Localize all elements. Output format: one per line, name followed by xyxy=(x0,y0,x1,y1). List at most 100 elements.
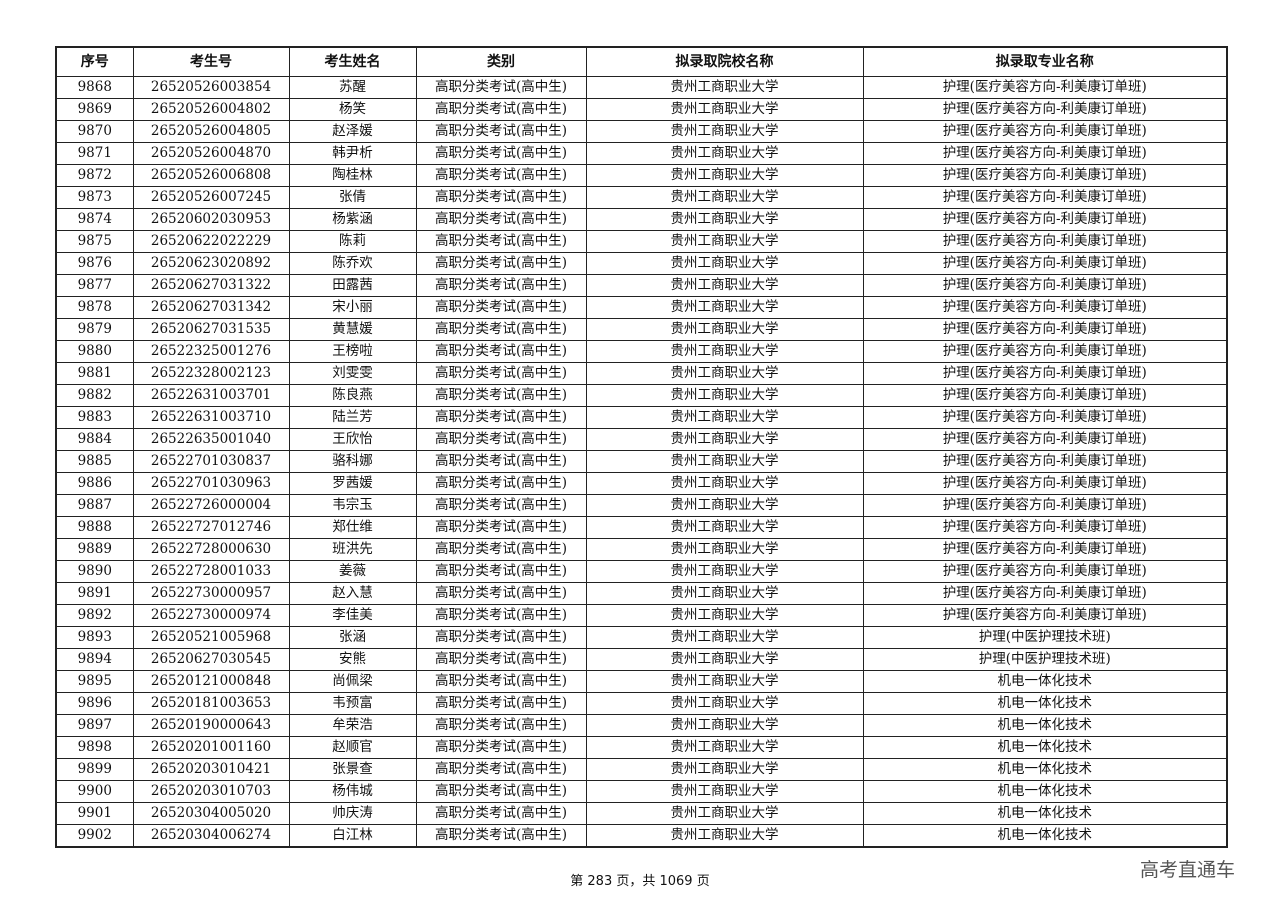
table-row: 9895 26520121000848 尚佩梁 高职分类考试(高中生) 贵州工商职业大学… xyxy=(55,670,1228,693)
cell-col-category: 高职分类考试(高中生) xyxy=(415,428,587,451)
cell-col-name: 白江林 xyxy=(288,824,417,848)
cell-col-index: 9874 xyxy=(55,208,134,231)
cell-col-school: 贵州工商职业大学 xyxy=(585,626,864,649)
cell-col-index: 9898 xyxy=(55,736,134,759)
cell-col-exam-id: 26520521005968 xyxy=(132,626,290,649)
cell-col-school: 贵州工商职业大学 xyxy=(585,252,864,275)
cell-col-school: 贵州工商职业大学 xyxy=(585,406,864,429)
table-row: 9883 26522631003710 陆兰芳 高职分类考试(高中生) 贵州工商职业大学… xyxy=(55,406,1228,429)
cell-col-exam-id: 26520526004802 xyxy=(132,98,290,121)
table-row: 9873 26520526007245 张倩 高职分类考试(高中生) 贵州工商职业大学护… xyxy=(55,186,1228,209)
cell-col-exam-id: 26522325001276 xyxy=(132,340,290,363)
cell-col-name: 黄慧媛 xyxy=(288,318,417,341)
cell-col-name: 陈乔欢 xyxy=(288,252,417,275)
cell-col-category: 高职分类考试(高中生) xyxy=(415,538,587,561)
cell-col-major: 护理(中医护理技术班) xyxy=(862,626,1228,649)
cell-col-name: 杨笑 xyxy=(288,98,417,121)
cell-col-name: 罗茜媛 xyxy=(288,472,417,495)
cell-col-index: 9877 xyxy=(55,274,134,297)
cell-col-major: 护理(医疗美容方向-利美康订单班) xyxy=(862,406,1228,429)
cell-col-category: 高职分类考试(高中生) xyxy=(415,164,587,187)
cell-col-major: 护理(医疗美容方向-利美康订单班) xyxy=(862,164,1228,187)
cell-col-school: 贵州工商职业大学 xyxy=(585,164,864,187)
cell-col-name: 郑仕维 xyxy=(288,516,417,539)
cell-col-category: 高职分类考试(高中生) xyxy=(415,362,587,385)
cell-col-name: 班洪先 xyxy=(288,538,417,561)
cell-col-school: 贵州工商职业大学 xyxy=(585,582,864,605)
cell-col-exam-id: 26522631003710 xyxy=(132,406,290,429)
cell-col-school: 贵州工商职业大学 xyxy=(585,120,864,143)
cell-col-name: 陈莉 xyxy=(288,230,417,253)
table-row: 9885 26522701030837 骆科娜 高职分类考试(高中生) 贵州工商职业大学… xyxy=(55,450,1228,473)
table-row: 9880 26522325001276 王榜啦 高职分类考试(高中生) 贵州工商职业大学… xyxy=(55,340,1228,363)
cell-col-major: 护理(医疗美容方向-利美康订单班) xyxy=(862,186,1228,209)
cell-col-category: 高职分类考试(高中生) xyxy=(415,802,587,825)
cell-col-category: 高职分类考试(高中生) xyxy=(415,76,587,99)
cell-col-category: 高职分类考试(高中生) xyxy=(415,340,587,363)
cell-col-index: 9892 xyxy=(55,604,134,627)
cell-col-category: 高职分类考试(高中生) xyxy=(415,208,587,231)
cell-col-index: 9902 xyxy=(55,824,134,848)
cell-col-category: 高职分类考试(高中生) xyxy=(415,516,587,539)
page-number: 第 283 页，共 1069 页 xyxy=(570,874,710,889)
table-header-row: 序号 考生号 考生姓名 类别 拟录取院校名称 拟录取专业名称 xyxy=(55,46,1228,77)
cell-col-major: 护理(医疗美容方向-利美康订单班) xyxy=(862,362,1228,385)
cell-col-name: 张倩 xyxy=(288,186,417,209)
cell-col-category: 高职分类考试(高中生) xyxy=(415,824,587,848)
table-row: 9899 26520203010421 张景查 高职分类考试(高中生) 贵州工商职业大学… xyxy=(55,758,1228,781)
cell-col-school: 贵州工商职业大学 xyxy=(585,802,864,825)
cell-col-school: 贵州工商职业大学 xyxy=(585,648,864,671)
cell-col-major: 护理(医疗美容方向-利美康订单班) xyxy=(862,340,1228,363)
cell-col-category: 高职分类考试(高中生) xyxy=(415,318,587,341)
cell-col-category: 高职分类考试(高中生) xyxy=(415,736,587,759)
cell-col-exam-id: 26522727012746 xyxy=(132,516,290,539)
cell-col-exam-id: 26520190000643 xyxy=(132,714,290,737)
header-col-major: 拟录取专业名称 xyxy=(862,46,1228,77)
cell-col-index: 9870 xyxy=(55,120,134,143)
table-row: 9882 26522631003701 陈良燕 高职分类考试(高中生) 贵州工商职业大学… xyxy=(55,384,1228,407)
cell-col-category: 高职分类考试(高中生) xyxy=(415,692,587,715)
cell-col-school: 贵州工商职业大学 xyxy=(585,472,864,495)
cell-col-exam-id: 26520203010703 xyxy=(132,780,290,803)
cell-col-index: 9869 xyxy=(55,98,134,121)
cell-col-exam-id: 26520526006808 xyxy=(132,164,290,187)
cell-col-index: 9884 xyxy=(55,428,134,451)
cell-col-school: 贵州工商职业大学 xyxy=(585,538,864,561)
cell-col-category: 高职分类考试(高中生) xyxy=(415,494,587,517)
table-row: 9881 26522328002123 刘雯雯 高职分类考试(高中生) 贵州工商职业大学… xyxy=(55,362,1228,385)
table-row: 9878 26520627031342 宋小丽 高职分类考试(高中生) 贵州工商职业大学… xyxy=(55,296,1228,319)
cell-col-exam-id: 26520526007245 xyxy=(132,186,290,209)
cell-col-major: 护理(医疗美容方向-利美康订单班) xyxy=(862,296,1228,319)
cell-col-exam-id: 26522635001040 xyxy=(132,428,290,451)
cell-col-index: 9878 xyxy=(55,296,134,319)
cell-col-index: 9899 xyxy=(55,758,134,781)
cell-col-school: 贵州工商职业大学 xyxy=(585,736,864,759)
cell-col-name: 赵泽媛 xyxy=(288,120,417,143)
cell-col-school: 贵州工商职业大学 xyxy=(585,516,864,539)
cell-col-category: 高职分类考试(高中生) xyxy=(415,98,587,121)
cell-col-index: 9897 xyxy=(55,714,134,737)
cell-col-exam-id: 26520623020892 xyxy=(132,252,290,275)
cell-col-exam-id: 26520627030545 xyxy=(132,648,290,671)
cell-col-school: 贵州工商职业大学 xyxy=(585,824,864,848)
table-row: 9890 26522728001033 姜薇 高职分类考试(高中生) 贵州工商职业大学护… xyxy=(55,560,1228,583)
cell-col-major: 护理(医疗美容方向-利美康订单班) xyxy=(862,450,1228,473)
cell-col-category: 高职分类考试(高中生) xyxy=(415,780,587,803)
cell-col-school: 贵州工商职业大学 xyxy=(585,714,864,737)
cell-col-category: 高职分类考试(高中生) xyxy=(415,120,587,143)
cell-col-category: 高职分类考试(高中生) xyxy=(415,186,587,209)
cell-col-name: 王欣怡 xyxy=(288,428,417,451)
cell-col-school: 贵州工商职业大学 xyxy=(585,384,864,407)
cell-col-category: 高职分类考试(高中生) xyxy=(415,648,587,671)
cell-col-name: 安熊 xyxy=(288,648,417,671)
cell-col-major: 护理(医疗美容方向-利美康订单班) xyxy=(862,472,1228,495)
cell-col-index: 9883 xyxy=(55,406,134,429)
cell-col-school: 贵州工商职业大学 xyxy=(585,98,864,121)
table-row: 9868 26520526003854 苏醒 高职分类考试(高中生) 贵州工商职业大学护… xyxy=(55,76,1228,99)
cell-col-index: 9896 xyxy=(55,692,134,715)
cell-col-major: 机电一体化技术 xyxy=(862,780,1228,803)
cell-col-exam-id: 26520526004805 xyxy=(132,120,290,143)
cell-col-name: 赵入慧 xyxy=(288,582,417,605)
cell-col-major: 护理(医疗美容方向-利美康订单班) xyxy=(862,318,1228,341)
table-row: 9889 26522728000630 班洪先 高职分类考试(高中生) 贵州工商职业大学… xyxy=(55,538,1228,561)
